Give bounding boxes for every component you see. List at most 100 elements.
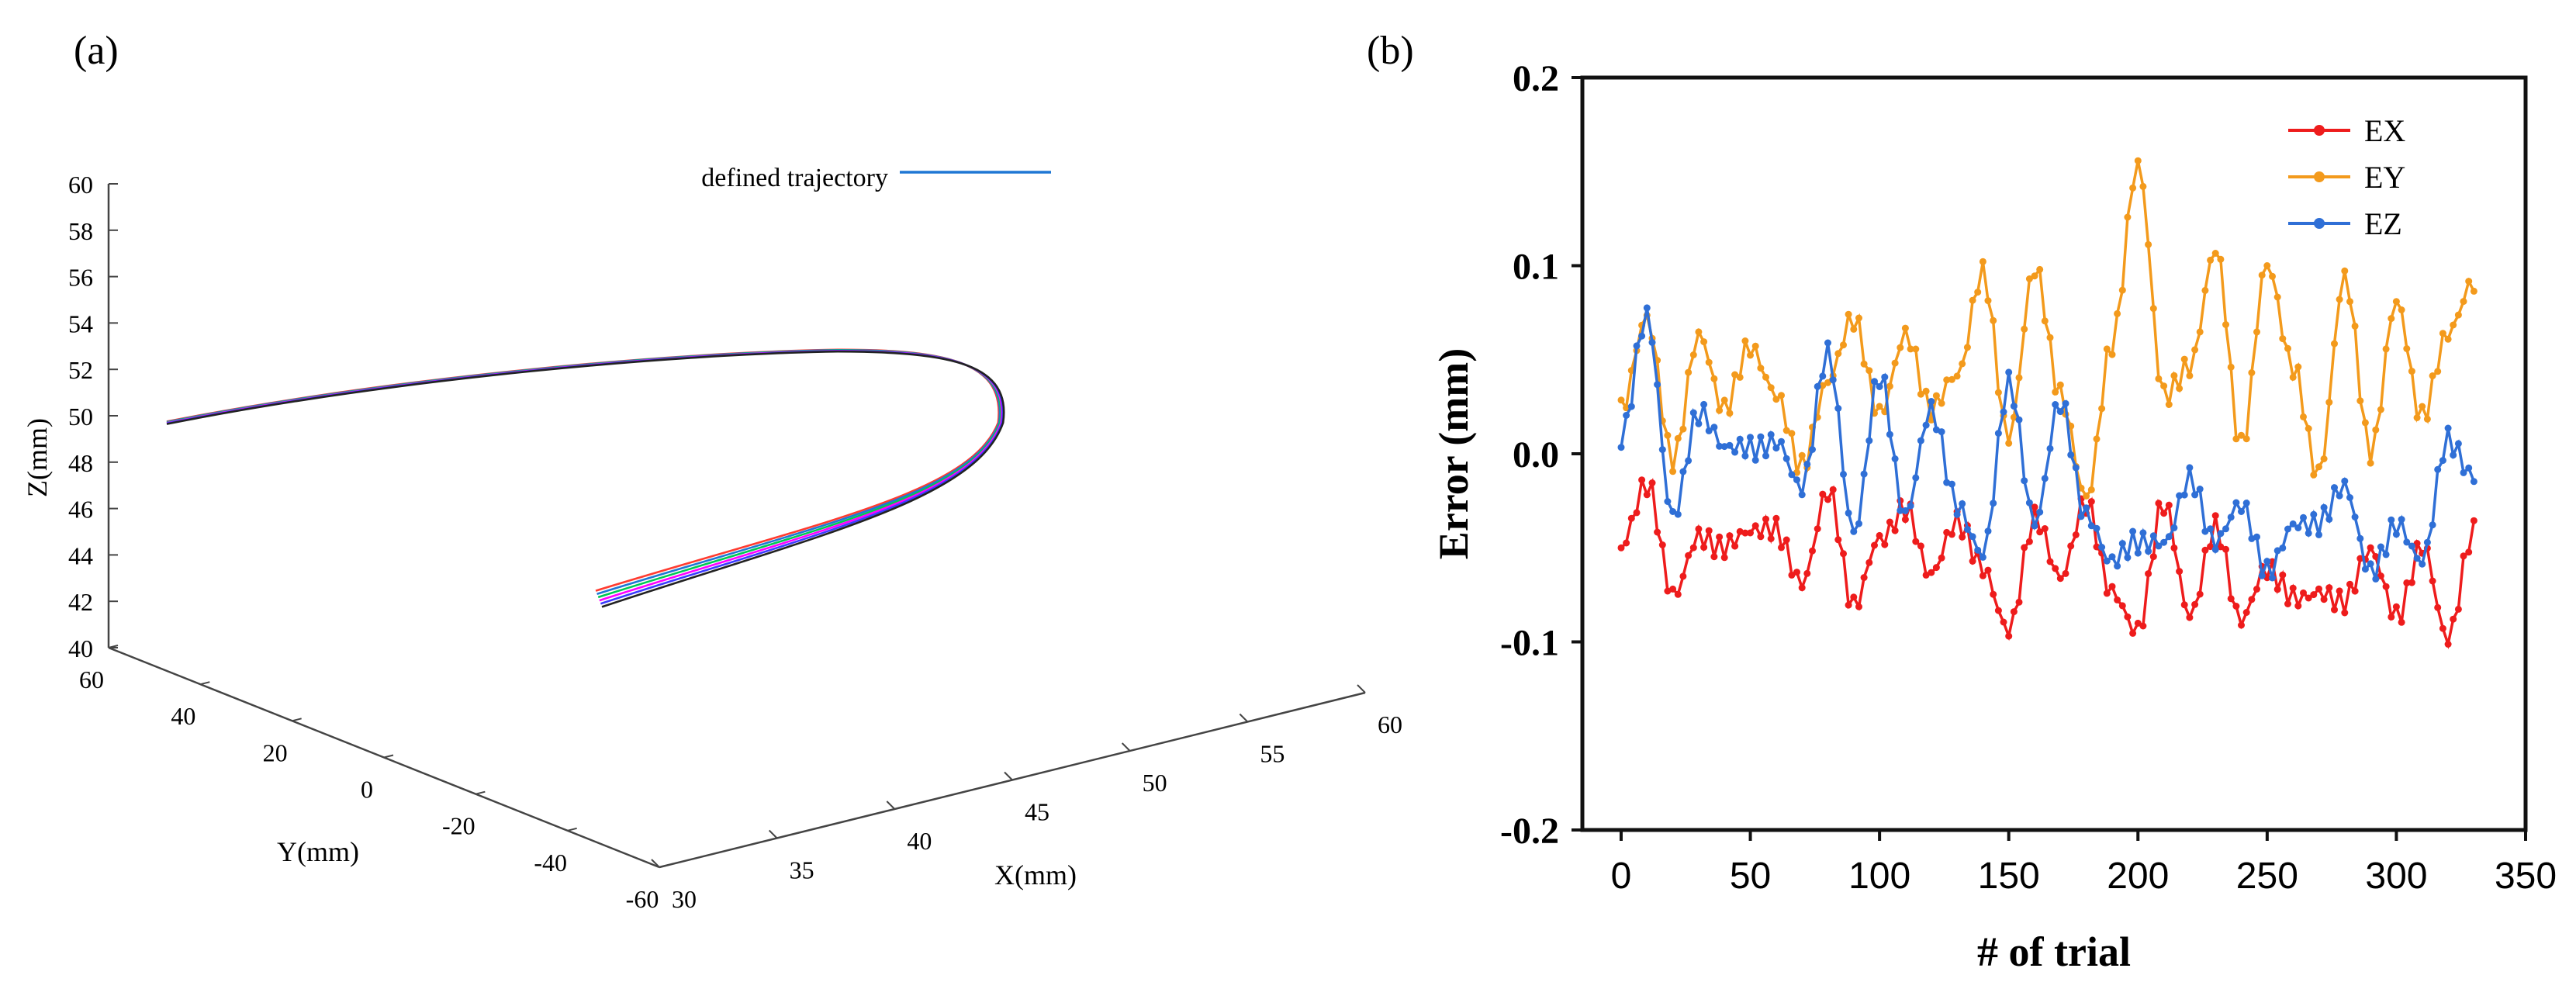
data-point [2315,531,2322,538]
trajectory-trace [166,350,1004,605]
data-point [2046,444,2054,452]
data-point [2056,381,2064,389]
series-ez [1617,304,2477,583]
data-point [2450,615,2457,623]
data-point [2238,431,2245,439]
data-point [2460,469,2467,476]
data-point [2465,548,2473,556]
x-tick-label: 45 [1025,798,1049,826]
data-point [2093,524,2101,532]
data-point [2273,547,2281,555]
data-point [2419,560,2426,568]
y-tick-label: 0.2 [1513,58,1559,99]
y-tick-mark [108,645,119,648]
y-tick-label: -60 [626,885,659,913]
data-point [2232,435,2240,443]
x-tick-mark [1239,713,1249,723]
data-point [2346,580,2353,588]
data-point [2336,492,2343,500]
data-point [2083,504,2090,512]
data-point [2170,524,2178,531]
data-point [2300,413,2307,420]
trajectory-trace [166,349,1003,602]
data-point [2423,415,2431,423]
data-point [2191,346,2199,354]
data-point [1814,382,1821,390]
data-point [2320,596,2328,603]
data-point [2242,609,2250,616]
data-point [2248,596,2256,603]
data-point [2356,534,2364,542]
y-axis-title-error: Error (mm) [1430,348,1477,559]
series-ex [1617,476,2477,650]
data-point [1757,433,1765,441]
data-point [2087,486,2095,493]
data-point [2170,544,2178,552]
data-point [2289,520,2297,527]
data-point [1685,457,1693,465]
x-tick-label: 40 [907,827,932,855]
data-point [2176,568,2184,576]
z-tick-label: 44 [68,541,93,569]
data-point [2429,577,2436,585]
y-tick-label: 60 [79,666,104,693]
data-point [1824,496,1831,503]
data-point [2372,575,2380,583]
data-point [1700,338,1708,346]
data-point [2454,311,2462,319]
data-point [2000,618,2007,626]
data-point [2160,510,2168,517]
data-point [2413,540,2421,547]
data-point [2124,554,2132,562]
data-point [2325,515,2333,523]
data-point [1912,538,1920,545]
series-line-ez [1620,307,2476,579]
data-point [1886,431,1893,438]
data-point [2310,591,2318,599]
data-point [1845,601,1852,609]
data-point [2434,603,2442,611]
data-point [1901,324,1909,332]
data-point [1922,571,1930,579]
data-point [1767,431,1775,438]
data-point [2227,363,2235,371]
data-point [2351,587,2359,595]
data-point [2005,368,2013,376]
data-point [2118,602,2126,610]
data-point [2377,543,2384,551]
data-point [2305,529,2312,537]
data-point [2325,584,2333,592]
y-tick-label: -20 [442,812,475,840]
data-point [1917,437,1924,444]
data-point [2201,527,2209,535]
panel-a-label: (a) [74,29,119,73]
data-point [2180,491,2188,499]
data-point [1959,360,1966,368]
data-point [2232,499,2240,507]
data-point [2093,543,2101,551]
data-point [2145,548,2152,555]
data-point [2036,528,2044,536]
data-point [1767,535,1775,542]
x-tick-label: 100 [1848,856,1910,897]
data-point [2444,424,2452,432]
data-point [2134,619,2142,627]
data-point [1617,396,1625,404]
data-point [2238,621,2245,629]
data-point [2196,590,2204,598]
data-point [2155,375,2163,382]
data-point [1736,435,1744,443]
data-point [1803,460,1811,468]
data-point [1824,379,1831,386]
legend-label-ez: EZ [2364,206,2402,241]
data-point [1726,532,1734,540]
data-point [2419,403,2426,410]
data-point [1871,378,1878,386]
data-point [2031,272,2038,280]
data-point [1840,341,1847,349]
data-point [1638,476,1646,484]
data-point [1664,431,1672,439]
data-point [1959,533,1966,541]
data-point [2398,618,2405,626]
data-point [1689,544,1697,552]
